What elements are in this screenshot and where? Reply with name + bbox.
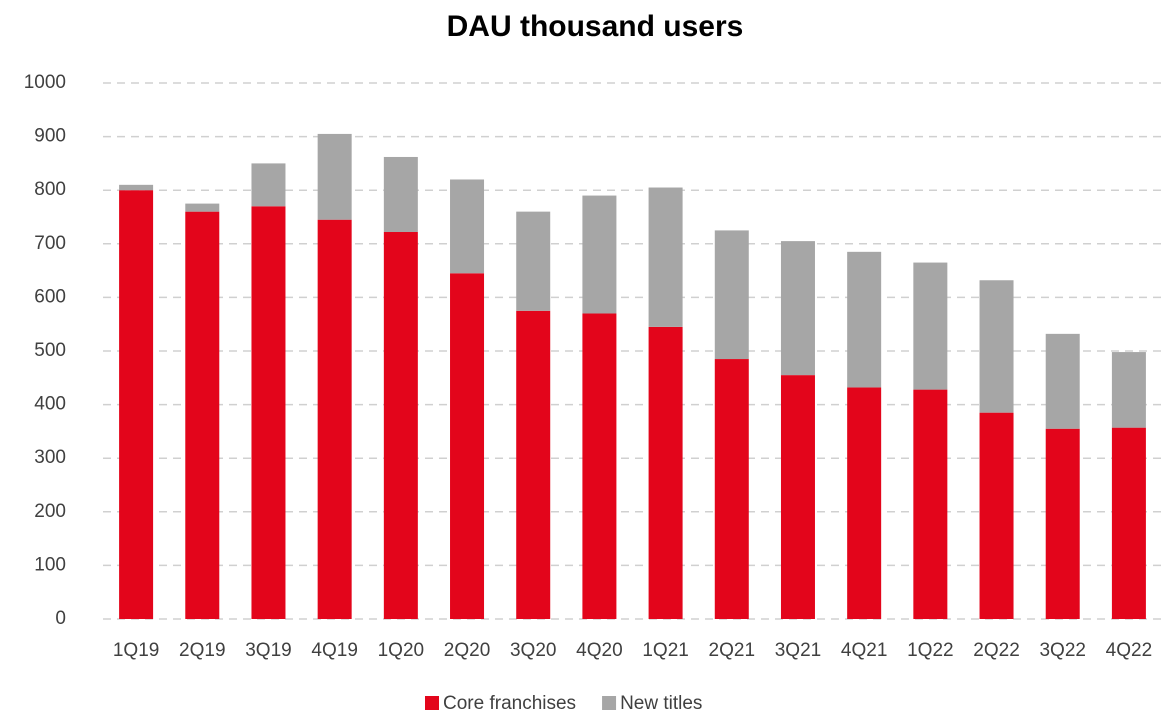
bar xyxy=(913,389,948,619)
bar xyxy=(119,184,154,191)
bar xyxy=(185,203,220,212)
x-tick-label: 4Q19 xyxy=(311,640,357,661)
bar xyxy=(979,280,1014,413)
y-tick-label: 400 xyxy=(34,394,66,415)
bar xyxy=(1111,352,1146,428)
bar xyxy=(780,241,815,376)
bar xyxy=(1045,333,1080,429)
bar xyxy=(979,412,1014,619)
x-tick-label: 1Q19 xyxy=(113,640,159,661)
x-tick-label: 3Q19 xyxy=(245,640,291,661)
x-tick-label: 3Q20 xyxy=(510,640,556,661)
bar xyxy=(582,195,617,314)
x-tick-label: 1Q22 xyxy=(907,640,953,661)
y-tick-label: 600 xyxy=(34,286,66,307)
x-tick-label: 4Q20 xyxy=(576,640,622,661)
bar xyxy=(119,190,154,619)
bar xyxy=(317,133,352,220)
y-tick-label: 300 xyxy=(34,447,66,468)
bar xyxy=(516,310,551,619)
bar xyxy=(714,359,749,619)
x-tick-label: 4Q22 xyxy=(1106,640,1152,661)
x-tick-label: 4Q21 xyxy=(841,640,887,661)
bar xyxy=(317,219,352,619)
bar xyxy=(780,375,815,619)
chart-title: DAU thousand users xyxy=(447,10,744,43)
bar xyxy=(450,273,485,619)
bar xyxy=(648,187,683,327)
bar xyxy=(1111,427,1146,619)
legend-label: Core franchises xyxy=(443,693,576,714)
bar xyxy=(185,211,220,619)
x-tick-label: 2Q20 xyxy=(444,640,490,661)
y-tick-label: 200 xyxy=(34,501,66,522)
legend-swatch xyxy=(602,696,617,710)
x-tick-label: 1Q20 xyxy=(378,640,424,661)
y-tick-label: 900 xyxy=(34,126,66,147)
bar xyxy=(714,230,749,360)
legend-swatch xyxy=(425,696,439,710)
y-tick-label: 100 xyxy=(34,554,66,575)
bar xyxy=(383,156,418,233)
y-tick-label: 500 xyxy=(34,340,66,361)
y-tick-label: 700 xyxy=(34,233,66,254)
bar xyxy=(913,262,948,390)
bar xyxy=(847,251,882,388)
bar xyxy=(582,313,617,619)
bar xyxy=(251,206,286,619)
x-tick-label: 2Q19 xyxy=(179,640,225,661)
bar xyxy=(1045,428,1080,619)
x-tick-label: 2Q21 xyxy=(709,640,755,661)
bar xyxy=(847,387,882,619)
y-tick-label: 1000 xyxy=(24,72,66,93)
bar xyxy=(383,232,418,619)
bar xyxy=(648,326,683,619)
bar xyxy=(251,163,286,207)
y-tick-label: 0 xyxy=(55,608,66,629)
x-tick-label: 3Q21 xyxy=(775,640,821,661)
y-tick-label: 800 xyxy=(34,179,66,200)
bar xyxy=(450,179,485,274)
legend-label: New titles xyxy=(620,693,702,714)
bar xyxy=(516,211,551,311)
x-tick-label: 2Q22 xyxy=(973,640,1019,661)
x-tick-label: 3Q22 xyxy=(1039,640,1085,661)
x-tick-label: 1Q21 xyxy=(642,640,688,661)
